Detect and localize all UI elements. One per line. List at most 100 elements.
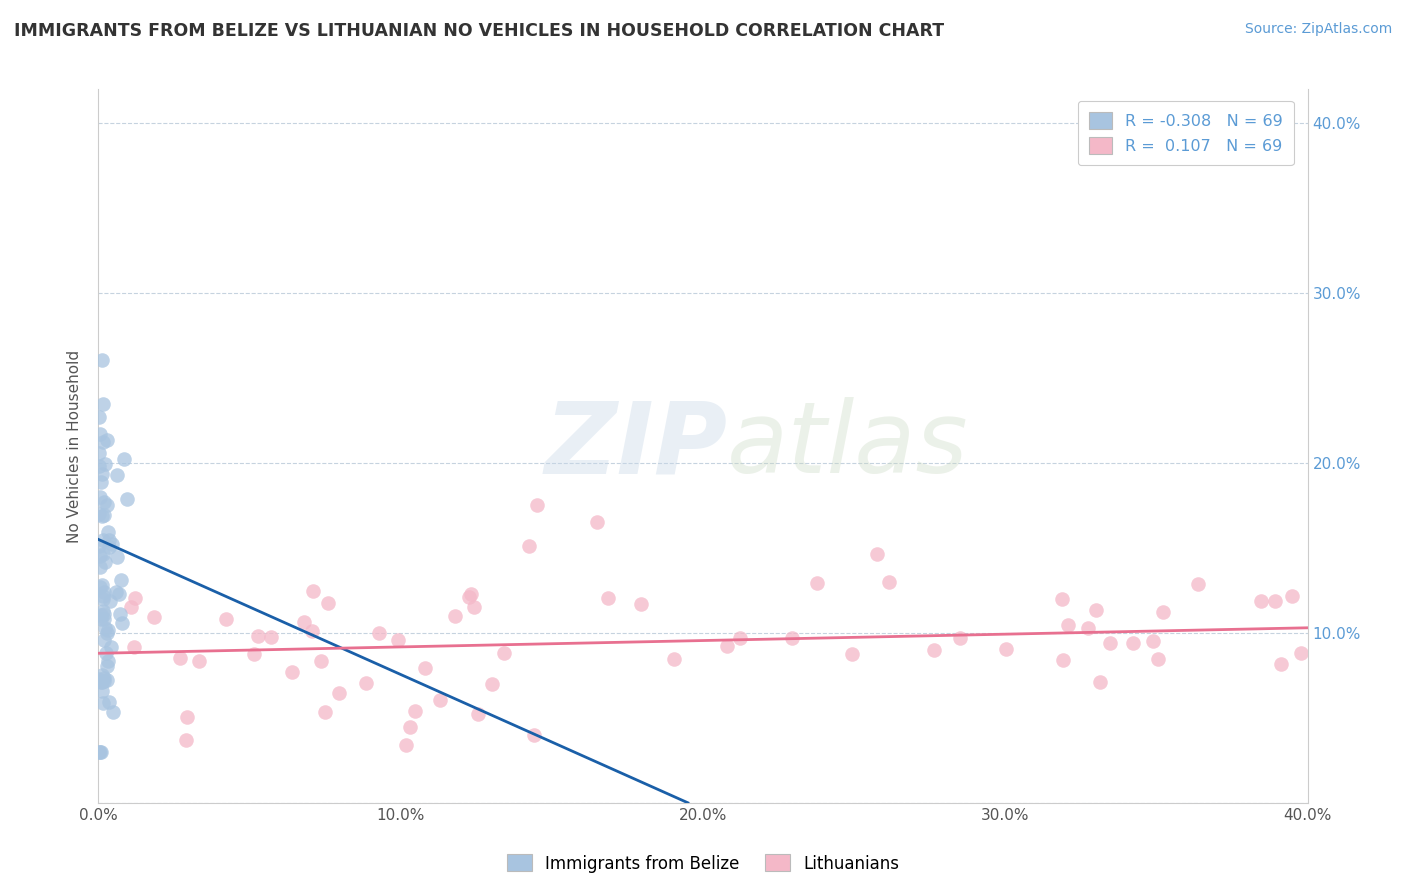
Point [87,672,110,686]
Point [730,631,752,645]
Point [96,433,118,447]
Point [91,577,114,591]
Point [94,621,117,635]
Point [93,673,115,688]
Point [93,584,115,599]
Point [1122,635,1144,649]
Point [90,612,112,626]
Point [112,451,135,466]
Point [93,671,115,685]
Point [630,598,652,612]
Point [246,629,269,643]
Point [96,498,118,512]
Point [100,640,122,654]
Point [460,587,482,601]
Point [91,592,114,607]
Point [404,704,426,718]
Point [517,539,540,553]
Text: Source: ZipAtlas.com: Source: ZipAtlas.com [1244,22,1392,37]
Point [97,540,120,554]
Point [89,549,111,564]
Point [93,495,115,509]
Point [1250,594,1272,608]
Point [89,426,111,441]
Point [90,607,112,622]
Point [1142,633,1164,648]
Point [89,490,111,504]
Point [523,728,546,742]
Point [87,410,110,425]
Legend: Immigrants from Belize, Lithuanians: Immigrants from Belize, Lithuanians [501,847,905,880]
Point [87,508,110,522]
Point [93,632,115,647]
Point [1289,646,1312,660]
Point [111,615,134,630]
Point [1057,617,1080,632]
Point [89,580,111,594]
Point [97,525,120,540]
Point [90,508,112,523]
Text: IMMIGRANTS FROM BELIZE VS LITHUANIAN NO VEHICLES IN HOUSEHOLD CORRELATION CHART: IMMIGRANTS FROM BELIZE VS LITHUANIAN NO … [14,22,945,40]
Point [716,639,738,653]
Point [105,550,128,565]
Point [91,533,114,548]
Point [260,630,283,644]
Point [98,594,121,608]
Point [176,709,198,723]
Point [922,643,945,657]
Point [93,508,115,522]
Point [806,575,828,590]
Point [90,467,112,481]
Point [105,467,128,482]
Point [91,435,114,450]
Point [463,599,485,614]
Point [97,654,120,668]
Point [311,654,333,668]
Point [174,732,197,747]
Point [91,397,114,411]
Point [1050,592,1073,607]
Point [1098,636,1121,650]
Point [97,533,120,548]
Point [87,446,110,460]
Point [87,540,110,554]
Point [96,658,118,673]
Point [91,589,114,603]
Point [413,660,436,674]
Point [91,696,114,710]
Point [107,587,129,601]
Point [169,650,191,665]
Point [328,686,350,700]
Point [90,475,112,489]
Point [96,673,118,687]
Point [94,646,117,660]
Point [995,642,1018,657]
Point [1264,593,1286,607]
Point [124,591,146,606]
Point [187,654,209,668]
Point [91,683,114,698]
Point [387,633,409,648]
Point [143,610,166,624]
Point [1187,577,1209,591]
Point [1281,589,1303,603]
Point [586,516,609,530]
Point [399,720,422,734]
Point [1088,675,1111,690]
Point [101,705,124,719]
Point [117,491,139,506]
Point [492,646,515,660]
Point [1152,605,1174,619]
Point [368,626,391,640]
Point [354,676,377,690]
Point [89,458,111,473]
Point [316,596,339,610]
Point [481,676,503,690]
Point [215,612,238,626]
Point [467,706,489,721]
Point [97,623,120,637]
Point [87,745,110,759]
Point [91,352,114,367]
Point [301,624,323,638]
Point [457,591,479,605]
